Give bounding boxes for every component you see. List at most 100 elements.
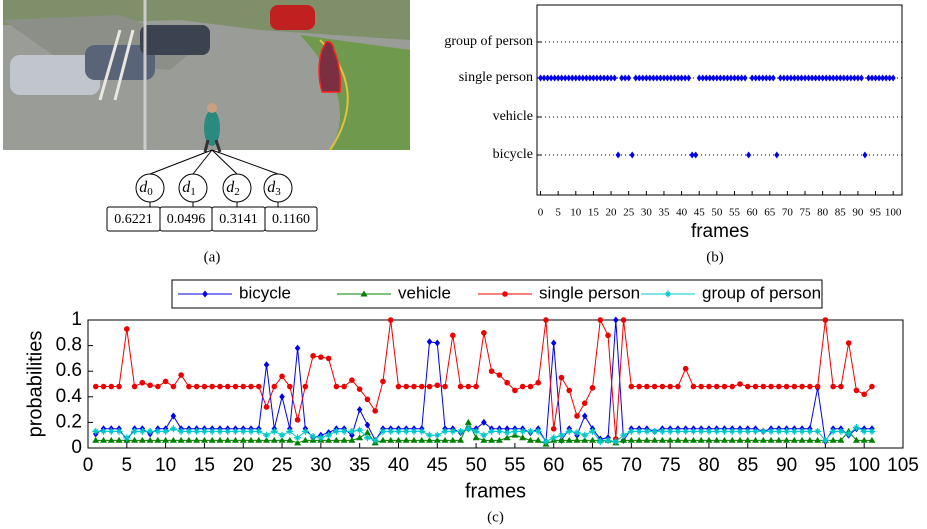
point — [310, 353, 316, 359]
point — [605, 333, 611, 339]
point — [674, 437, 681, 443]
point — [582, 400, 588, 406]
x-tick-label: 25 — [623, 207, 635, 219]
x-tick-label: 60 — [747, 207, 759, 219]
x-tick-label: 70 — [782, 207, 794, 219]
point — [116, 437, 123, 443]
point — [838, 384, 844, 390]
tree-lines — [150, 150, 278, 207]
point — [629, 384, 635, 390]
point — [334, 384, 340, 390]
point — [559, 375, 565, 381]
point — [124, 326, 130, 332]
point — [93, 384, 99, 390]
point — [263, 432, 270, 439]
point — [295, 345, 301, 352]
x-tick-label: 35 — [349, 455, 370, 476]
point — [92, 437, 99, 443]
y-tick-label: 0 — [71, 437, 82, 458]
point — [737, 437, 744, 443]
point — [691, 384, 697, 390]
point — [652, 384, 658, 390]
point — [232, 437, 239, 443]
point — [784, 384, 790, 390]
point — [357, 386, 363, 392]
detection-dot — [746, 152, 751, 159]
panel-b: group of personsingle personvehiclebicyc… — [444, 5, 902, 265]
point — [178, 437, 185, 443]
point — [566, 437, 573, 443]
x-tick-label: 45 — [694, 207, 706, 219]
point — [465, 419, 472, 425]
point — [418, 437, 425, 443]
x-tick-label: 80 — [817, 207, 829, 219]
x-tick-label: 20 — [606, 207, 618, 219]
detection-dot — [686, 75, 691, 82]
x-tick-label: 25 — [271, 455, 292, 476]
detection-dot — [862, 152, 867, 159]
point — [434, 382, 440, 388]
x-tick-label: 65 — [764, 207, 776, 219]
y-axis-label: probabilities — [24, 331, 46, 438]
point — [667, 384, 673, 390]
point — [799, 437, 806, 443]
point — [683, 366, 689, 372]
point — [705, 437, 712, 443]
point — [225, 384, 231, 390]
point — [426, 432, 433, 439]
point — [224, 437, 231, 443]
point — [659, 437, 666, 443]
point — [116, 384, 122, 390]
legend-label: bicycle — [239, 283, 291, 302]
point — [162, 437, 169, 443]
score-value: 0.1160 — [272, 212, 310, 227]
point — [286, 437, 293, 443]
page: {"panel_a": {"nodes": [{"label": "d", "s… — [0, 0, 927, 529]
x-tick-label: 30 — [310, 455, 331, 476]
point — [186, 384, 192, 390]
point — [792, 384, 798, 390]
x-tick-label: 95 — [870, 207, 882, 219]
point — [457, 437, 464, 443]
x-tick-label: 75 — [800, 207, 812, 219]
point — [193, 437, 200, 443]
point — [512, 388, 518, 394]
node-subscript: 3 — [275, 186, 281, 198]
point — [411, 437, 418, 443]
point — [450, 333, 456, 339]
y-tick-label: bicycle — [493, 147, 533, 162]
y-tick-label: group of person — [444, 34, 533, 49]
point — [776, 384, 782, 390]
x-tick-label: 100 — [848, 455, 880, 476]
x-tick-label: 20 — [233, 455, 254, 476]
point — [690, 437, 697, 443]
point — [403, 437, 410, 443]
plot-frame — [537, 5, 902, 195]
point — [714, 384, 720, 390]
point — [543, 317, 549, 323]
caption: (b) — [706, 249, 724, 265]
point — [171, 384, 177, 390]
point — [357, 406, 363, 413]
node-subscript: 2 — [234, 186, 240, 198]
point — [760, 428, 767, 435]
point — [458, 384, 464, 390]
point — [388, 317, 394, 323]
point — [628, 437, 635, 443]
point — [590, 385, 596, 391]
point — [667, 437, 674, 443]
point — [636, 384, 642, 390]
point — [209, 437, 216, 443]
x-tick-label: 70 — [621, 455, 642, 476]
point — [713, 437, 720, 443]
point — [303, 384, 309, 390]
point — [729, 437, 736, 443]
y-tick-label: 0.4 — [56, 386, 83, 407]
point — [752, 437, 759, 443]
detection-dot — [891, 75, 896, 82]
point — [101, 384, 107, 390]
y-tick-label: 0.2 — [56, 411, 82, 432]
point — [814, 437, 821, 443]
detection-dot — [616, 152, 621, 159]
point — [481, 419, 487, 426]
